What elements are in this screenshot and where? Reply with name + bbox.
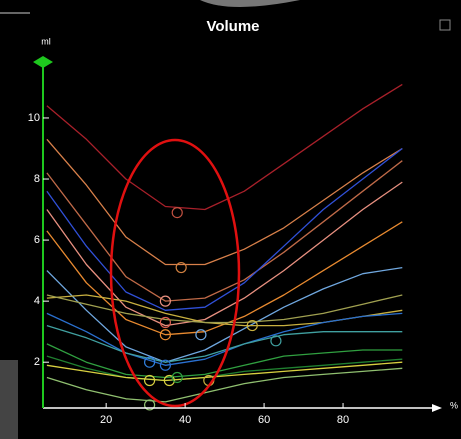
y-tick-label: 6 bbox=[34, 234, 40, 246]
y-tick-label: 4 bbox=[34, 295, 40, 307]
y-tick-label: 2 bbox=[34, 356, 40, 368]
x-tick-label: 40 bbox=[179, 414, 191, 426]
separator bbox=[0, 12, 30, 14]
x-axis-label: % bbox=[450, 400, 458, 410]
x-tick-label: 80 bbox=[337, 414, 349, 426]
y-axis-label: ml bbox=[41, 36, 51, 46]
y-tick-label: 8 bbox=[34, 173, 40, 185]
y-tick-label: 10 bbox=[28, 112, 40, 124]
chart: Volume ml % 2 4 6 8 10 20 40 60 80 bbox=[0, 0, 461, 439]
chart-title: Volume bbox=[206, 18, 259, 35]
x-tick-label: 20 bbox=[100, 414, 112, 426]
image-edge bbox=[0, 360, 18, 439]
x-tick-label: 60 bbox=[258, 414, 270, 426]
